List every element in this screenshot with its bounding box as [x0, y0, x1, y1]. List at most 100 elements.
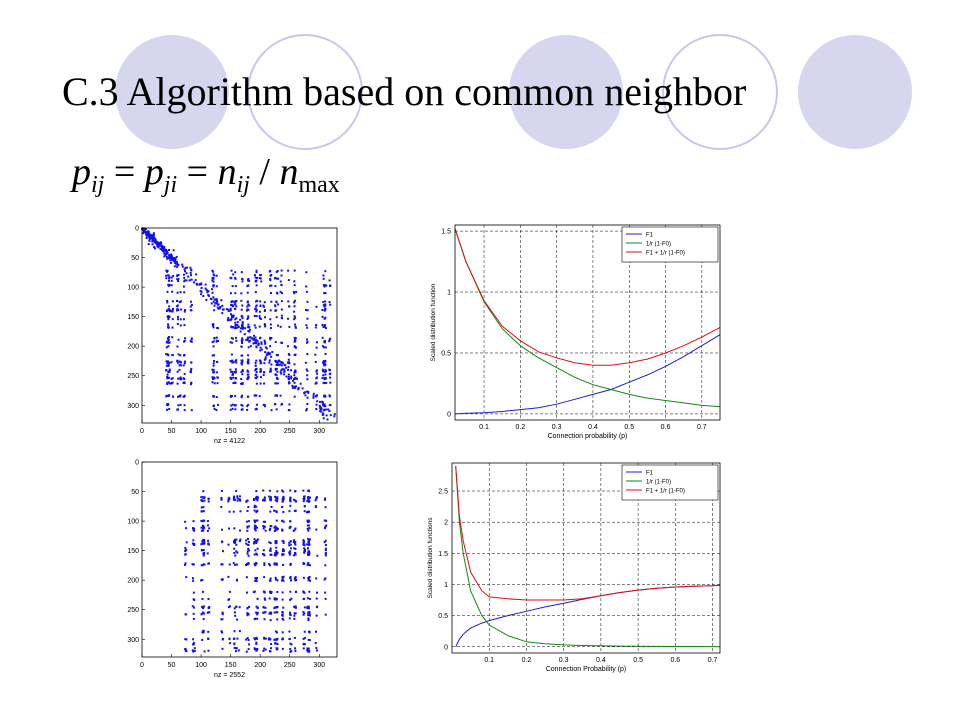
- spy-dot: [315, 395, 318, 398]
- spy-dot: [288, 510, 291, 513]
- spy-dot: [303, 606, 306, 609]
- spy-dot: [305, 290, 308, 293]
- spy-dot: [322, 274, 325, 277]
- spy-dot: [321, 368, 324, 371]
- spy-dot: [233, 541, 236, 544]
- spy-dot: [255, 562, 258, 565]
- spy-dot: [207, 606, 210, 609]
- spy-dot: [274, 285, 277, 288]
- spy-dot: [302, 591, 305, 594]
- spy-dot: [293, 299, 296, 302]
- spy-dot: [315, 370, 318, 373]
- spy-dot: [213, 359, 216, 362]
- formula-sub-max: max: [298, 172, 340, 198]
- spy-dot: [292, 386, 295, 389]
- spy-dot: [289, 614, 292, 617]
- spy-dot: [166, 290, 169, 293]
- spy-dot: [252, 342, 255, 345]
- spy-dot: [234, 321, 237, 324]
- spy-dot: [281, 591, 284, 594]
- spy-dot: [256, 547, 259, 550]
- spy-dot: [178, 364, 181, 367]
- spy-dot: [211, 291, 214, 294]
- spy-dot: [229, 368, 232, 371]
- spy-dot: [192, 617, 195, 620]
- spy-dot: [275, 363, 278, 366]
- spy-dot: [287, 373, 290, 376]
- spy-dot: [308, 614, 311, 617]
- spy-dot: [192, 650, 195, 653]
- spy-dot: [307, 537, 310, 540]
- y-tick-label: 200: [127, 344, 139, 351]
- spy-dot: [289, 611, 292, 614]
- spy-dot: [235, 339, 238, 342]
- spy-dot: [269, 591, 272, 594]
- spy-dot: [254, 341, 257, 344]
- spy-dot: [275, 598, 278, 601]
- spy-dot: [177, 377, 180, 380]
- spy-dot: [195, 283, 198, 286]
- spy-dot: [202, 590, 205, 593]
- spy-dot: [256, 606, 259, 609]
- spy-dot: [281, 610, 284, 613]
- nz-label: nz = 4122: [214, 438, 245, 445]
- spy-dot: [232, 562, 235, 565]
- spy-dot: [246, 395, 249, 398]
- spy-dot: [279, 280, 282, 283]
- spy-dot: [221, 312, 224, 315]
- spy-dot: [328, 340, 331, 343]
- y-tick-label: 150: [127, 314, 139, 321]
- series-line: [454, 334, 721, 415]
- spy-dot: [184, 337, 187, 340]
- spy-dot: [220, 618, 223, 621]
- spy-dot: [234, 538, 237, 541]
- spy-dot: [254, 364, 257, 367]
- spy-dot: [207, 630, 210, 633]
- spy-dot: [218, 307, 221, 310]
- spy-dot: [276, 579, 279, 582]
- spy-dot: [259, 277, 262, 280]
- spy-dot: [203, 499, 206, 502]
- spy-dot: [235, 563, 238, 566]
- y-tick-label: 2: [444, 520, 448, 527]
- formula-sub: ji: [163, 172, 178, 198]
- spy-dot: [212, 364, 215, 367]
- spy-dot: [324, 270, 327, 273]
- spy-dot: [254, 564, 257, 567]
- spy-dot: [165, 250, 168, 253]
- spy-dot: [174, 261, 177, 264]
- spy-dot: [293, 284, 296, 287]
- spy-dot: [263, 591, 266, 594]
- legend: F11/r (1-F0)F1 + 1/r (1-F0): [621, 464, 719, 501]
- spy-dot: [183, 339, 186, 342]
- spy-dot: [270, 300, 273, 303]
- spy-dot: [282, 553, 285, 556]
- spy-dot: [183, 372, 186, 375]
- spy-dot: [171, 326, 174, 329]
- spy-dot: [254, 291, 257, 294]
- spy-dot: [231, 403, 234, 406]
- spy-dot: [262, 649, 265, 652]
- spy-dot: [277, 324, 280, 327]
- x-tick-label: 0.4: [596, 657, 606, 664]
- spy-dot: [210, 298, 213, 301]
- spy-dot: [248, 340, 251, 343]
- spy-dot: [269, 367, 272, 370]
- y-tick-label: 0.5: [438, 613, 448, 620]
- spy-dot: [240, 394, 243, 397]
- spy-dot: [303, 495, 306, 498]
- spy-dot: [306, 499, 309, 502]
- spy-dot: [294, 576, 297, 579]
- spy-dot: [314, 641, 317, 644]
- y-axis-label: Scaled distribution function: [430, 283, 437, 361]
- spy-dot: [282, 541, 285, 544]
- spy-dot: [213, 304, 216, 307]
- spy-dot: [329, 337, 332, 340]
- spy-dot: [255, 542, 258, 545]
- spy-dot: [306, 649, 309, 652]
- spy-dot: [240, 396, 243, 399]
- spy-dot: [293, 381, 296, 384]
- spy-dot: [235, 326, 238, 329]
- spy-dot: [306, 563, 309, 566]
- spy-dot: [295, 578, 298, 581]
